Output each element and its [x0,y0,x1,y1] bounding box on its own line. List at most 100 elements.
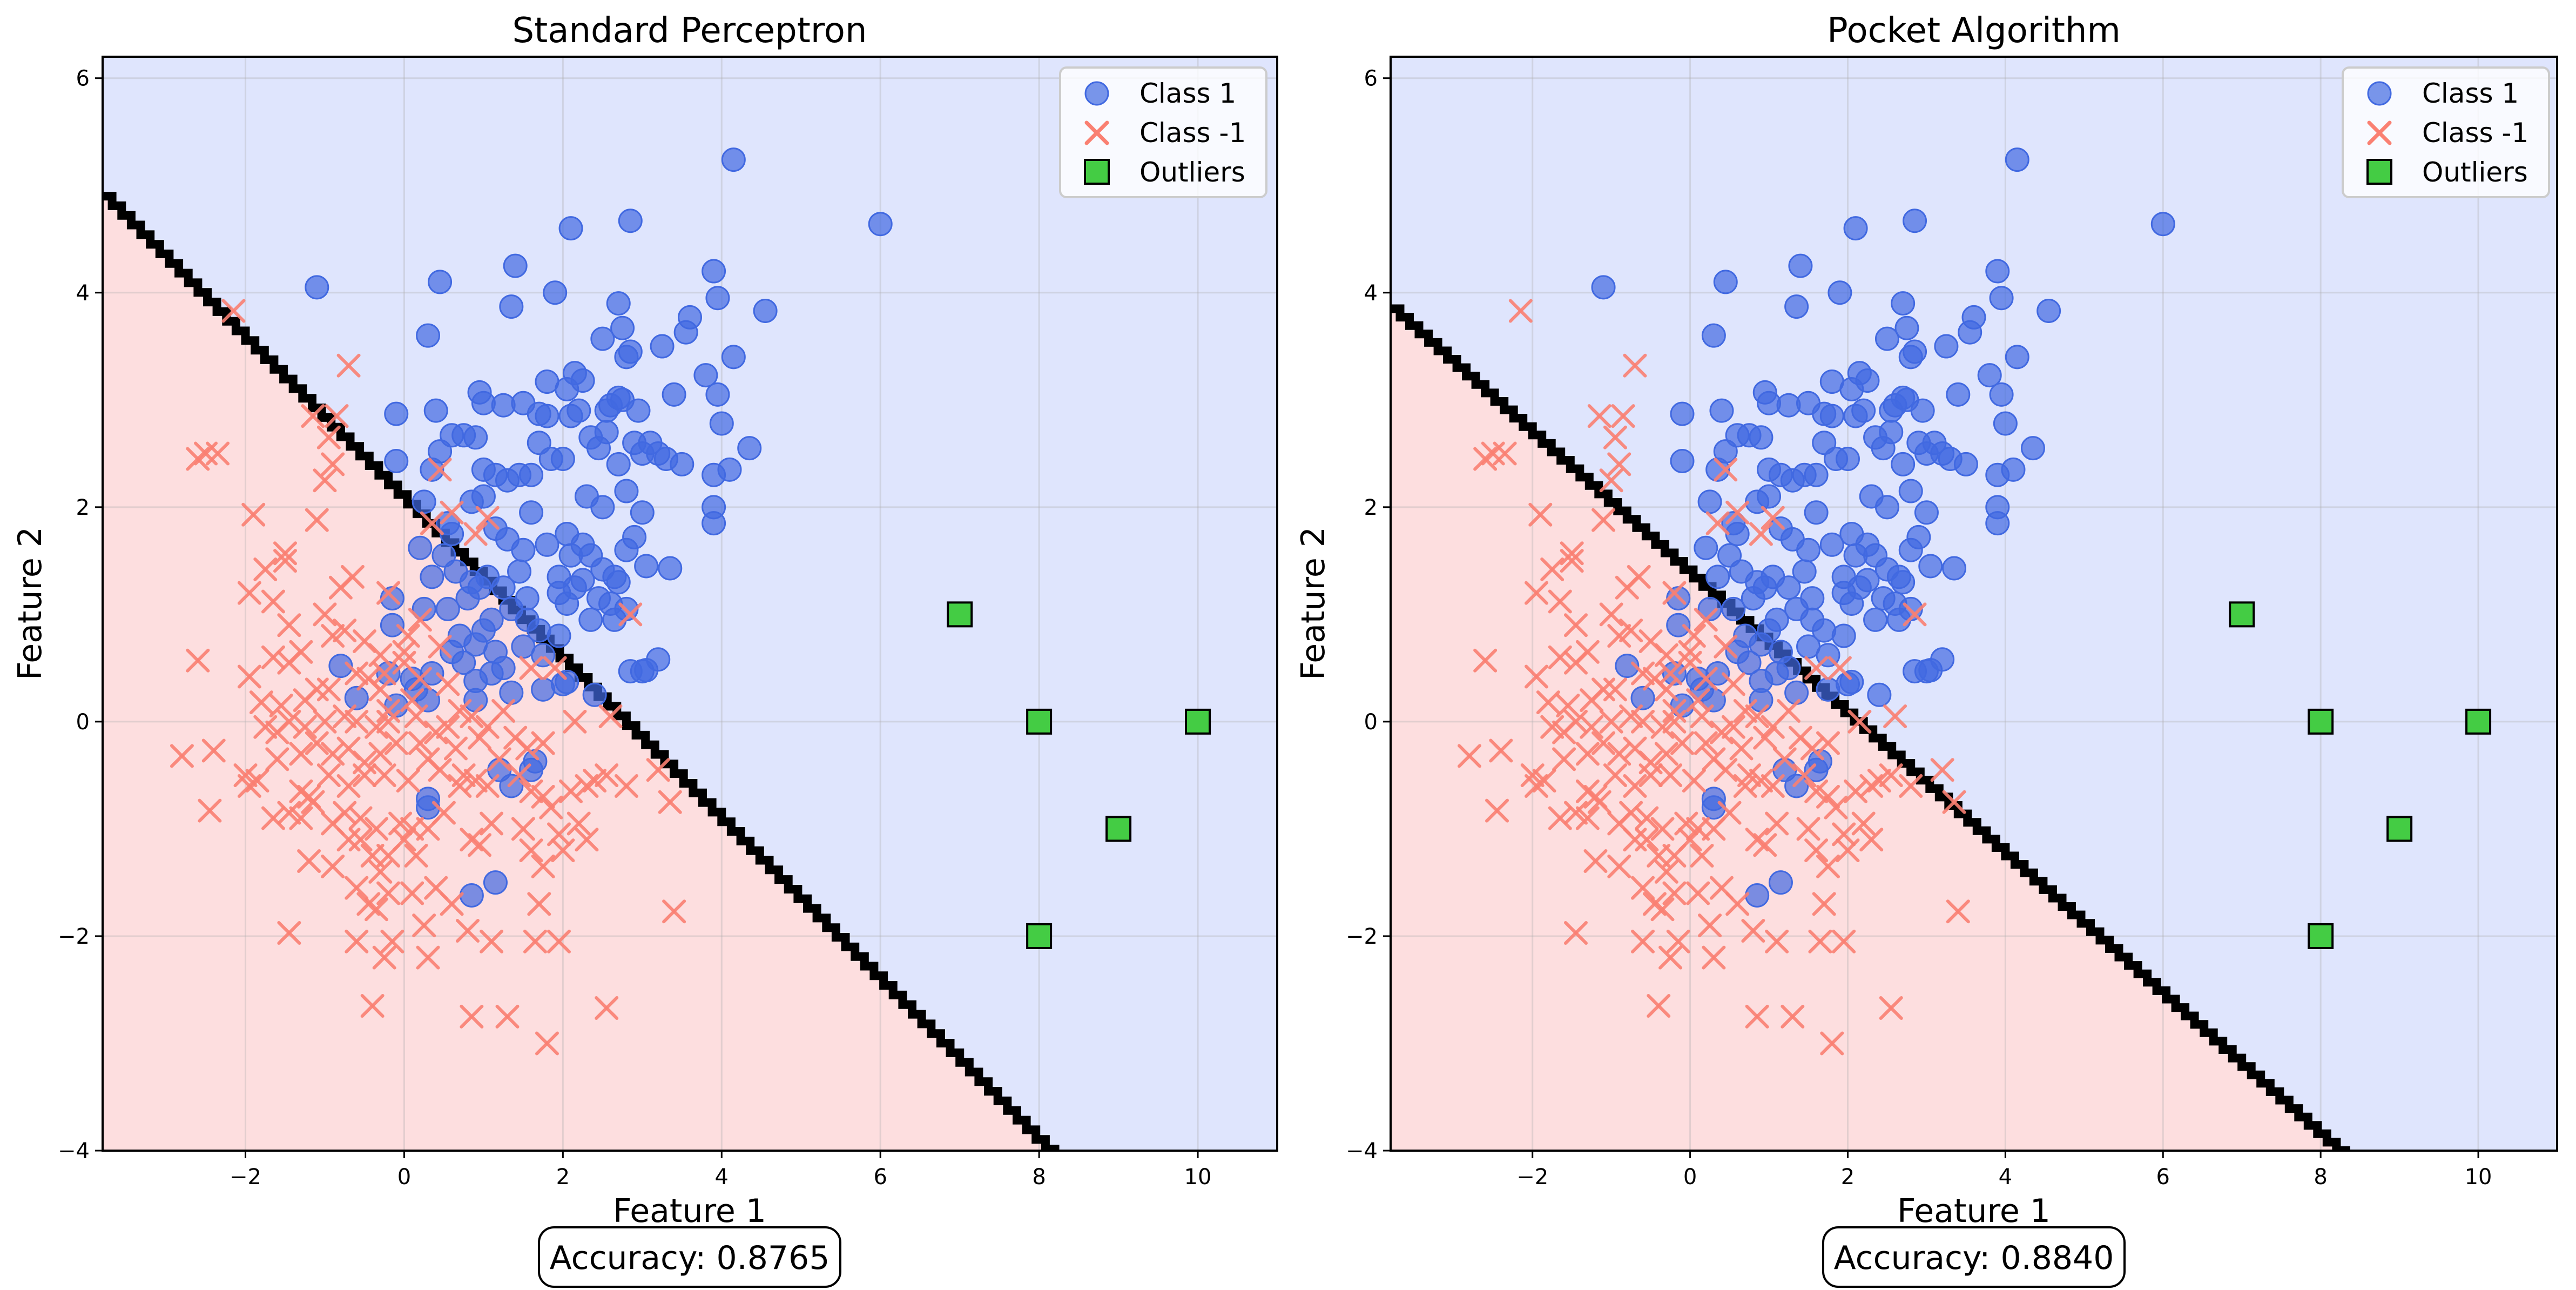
point-class-neg1 [206,441,230,466]
point-class-neg1 [460,1004,484,1029]
point-class-neg1 [1836,838,1860,863]
point-class-1 [305,275,329,300]
point-class-neg1 [1540,715,1565,739]
point-class-neg1 [1563,921,1588,945]
point-class-1 [1776,575,1801,600]
point-class-neg1 [1686,881,1710,905]
point-class-neg1 [1457,744,1481,768]
point-class-neg1 [646,758,670,782]
point-class-neg1 [277,801,301,825]
y-tick-label: −4 [1346,1139,1378,1164]
point-class-neg1 [297,784,321,809]
y-tick-label: 6 [1364,66,1378,91]
point-outlier [1185,708,1211,735]
point-class-neg1 [463,769,488,793]
point-class-neg1 [1556,694,1580,718]
point-class-1 [1914,500,1939,525]
point-class-1 [463,632,488,657]
point-outlier [2229,601,2255,628]
negative-region [1391,308,2346,1151]
point-class-1 [606,452,631,476]
point-class-1 [1993,411,2018,436]
y-tick-label: −2 [58,924,90,949]
point-class-neg1 [1812,892,1836,916]
point-class-1 [1835,446,1860,471]
point-class-neg1 [523,929,547,953]
y-tick-label: −4 [58,1139,90,1164]
point-class-1 [1891,291,1916,316]
point-class-neg1 [1753,833,1777,857]
point-class-neg1 [598,704,623,728]
point-class-1 [416,323,441,348]
point-class-neg1 [1619,801,1643,825]
x-tick-label: 2 [1841,1165,1855,1190]
point-class-1 [1843,216,1868,241]
y-tick-label: 0 [76,710,90,735]
legend-marker-class-neg1 [2367,120,2392,145]
point-class-neg1 [1725,892,1750,916]
point-class-neg1 [1635,828,1659,852]
point-class-neg1 [1832,929,1856,953]
point-class-neg1 [468,725,492,750]
point-class-neg1 [345,876,369,900]
y-axis-label: Feature 2 [1294,527,1332,680]
point-class-neg1 [261,589,285,614]
point-class-neg1 [261,645,285,669]
point-class-neg1 [392,828,416,852]
point-class-neg1 [408,731,432,755]
point-class-1 [1670,448,1695,473]
point-class-neg1 [1536,690,1560,715]
point-class-neg1 [1930,758,1954,782]
point-class-neg1 [1623,353,1647,378]
point-class-1 [1918,554,1943,579]
point-class-neg1 [345,661,369,686]
point-class-1 [610,315,635,340]
point-class-1 [634,554,659,579]
point-class-neg1 [365,817,389,841]
point-class-1 [459,883,484,908]
y-tick-label: 2 [76,495,90,520]
point-class-1 [1666,613,1691,637]
point-class-1 [622,525,647,549]
point-class-neg1 [289,742,313,766]
point-class-1 [1615,654,1640,678]
point-class-neg1 [1761,506,1785,530]
point-class-1 [618,209,643,233]
point-class-1 [1855,368,1880,393]
point-class-1 [2150,212,2175,237]
point-class-neg1 [436,672,460,696]
point-class-1 [1985,462,2010,487]
point-class-neg1 [1824,795,1848,819]
x-tick-label: 6 [873,1165,887,1190]
legend-marker-class-1 [1084,81,1109,106]
point-class-1 [721,345,746,369]
point-class-neg1 [277,709,301,734]
point-outlier [2386,816,2413,842]
point-class-1 [1768,870,1793,895]
point-class-1 [618,339,643,364]
point-class-neg1 [333,801,357,825]
point-class-neg1 [1714,458,1738,482]
point-class-neg1 [1804,656,1829,680]
point-outlier [2308,923,2334,949]
point-class-neg1 [1603,763,1627,788]
point-class-1 [479,661,504,686]
point-outlier [1026,923,1053,949]
point-class-1 [2036,299,2061,324]
x-axis-label: Feature 1 [613,1192,766,1230]
point-class-neg1 [1859,828,1884,852]
decision-boundary-line [1391,304,2350,1151]
point-class-neg1 [1733,699,1757,723]
point-class-1 [535,404,559,428]
point-class-1 [328,654,353,678]
legend-label-class-1: Class 1 [2422,78,2519,109]
point-class-neg1 [380,929,404,953]
point-class-neg1 [404,844,428,868]
point-class-1 [1749,425,1773,450]
point-class-neg1 [384,731,408,755]
legend-label-class-neg1: Class -1 [1139,117,1246,149]
point-class-neg1 [1583,784,1608,809]
y-tick-label: −2 [1346,924,1378,949]
point-class-neg1 [333,704,357,728]
point-class-neg1 [424,720,448,744]
